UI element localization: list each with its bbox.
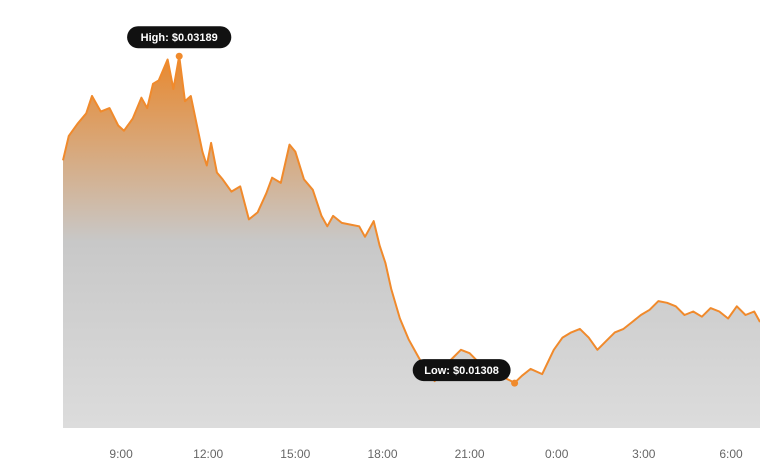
x-tick-label: 12:00 xyxy=(193,447,223,461)
x-tick-label: 9:00 xyxy=(109,447,133,461)
x-tick-label: 18:00 xyxy=(367,447,397,461)
x-tick-label: 21:00 xyxy=(455,447,485,461)
price-area-fill xyxy=(63,56,760,428)
low-callout-bubble xyxy=(412,359,511,382)
high-callout-label: High: $0.03189 xyxy=(141,32,218,44)
low-callout-marker xyxy=(511,379,519,387)
x-tick-label: 6:00 xyxy=(719,447,743,461)
low-callout-label: Low: $0.01308 xyxy=(424,365,499,377)
x-tick-label: 0:00 xyxy=(545,447,569,461)
high-callout-marker xyxy=(175,52,183,60)
x-tick-label: 3:00 xyxy=(632,447,656,461)
high-callout-bubble xyxy=(127,26,232,49)
x-tick-label: 15:00 xyxy=(280,447,310,461)
price-line xyxy=(62,55,760,384)
